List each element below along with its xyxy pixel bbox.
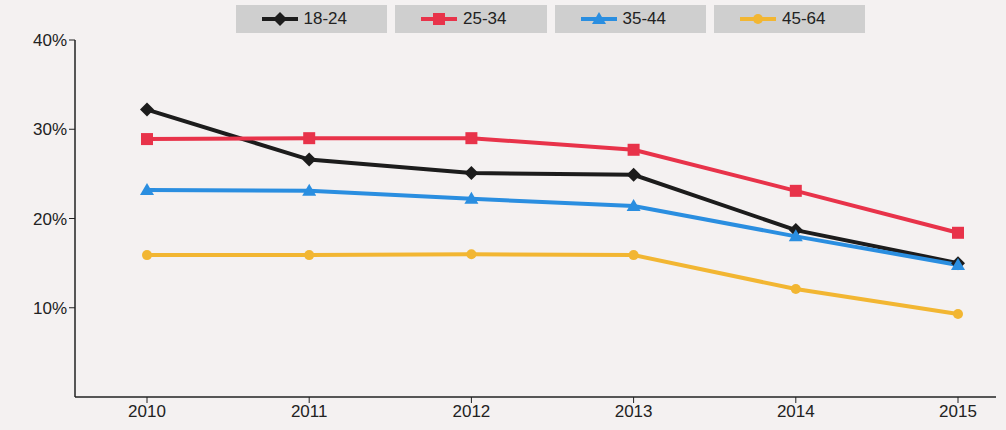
svg-text:2011: 2011 [291,402,328,421]
html-text:18-24: 18-24 [303,9,347,28]
svg-text:20%: 20% [33,210,67,229]
svg-text:2012: 2012 [452,402,490,421]
svg-text:2013: 2013 [615,402,653,421]
svg-text:2014: 2014 [777,402,815,421]
svg-text:40%: 40% [33,31,67,50]
html-text:35-44: 35-44 [622,9,666,28]
svg-text:2010: 2010 [128,402,166,421]
html-text:45-64: 45-64 [782,9,826,28]
svg-text:10%: 10% [33,299,67,318]
svg-text:30%: 30% [33,120,67,139]
html-text:25-34: 25-34 [463,9,507,28]
svg-text:2015: 2015 [939,402,977,421]
